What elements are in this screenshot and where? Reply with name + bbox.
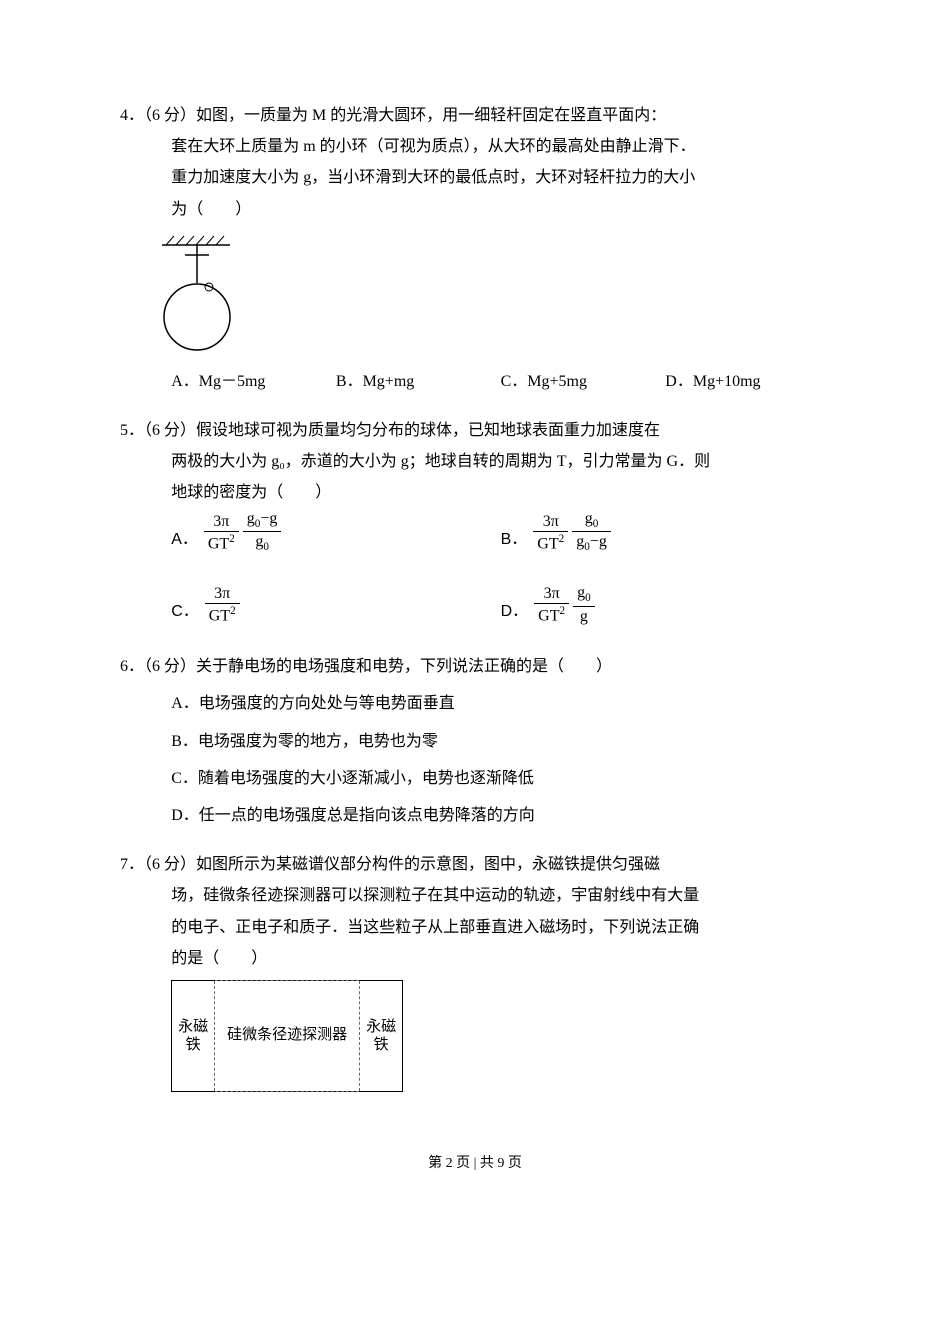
q5-C-den-sup: 2 [230,605,236,617]
q4-choice-C: C．Mg+5mg [501,366,666,397]
q4-stem-line3: 重力加速度大小为 g，当小环滑到大环的最低点时，大环对轻杆拉力的大小 [120,162,830,193]
q6-stem-text: 关于静电场的电场强度和电势，下列说法正确的是（ ） [196,658,612,675]
q5-D-num2-s: 0 [585,592,591,604]
left-magnet-label: 永磁铁 [172,981,214,1091]
q5-stem-line1: 5．（6 分）假设地球可视为质量均匀分布的球体，已知地球表面重力加速度在 [120,415,830,446]
q6-choice-A: A．电场强度的方向处处与等电势面垂直 [171,688,830,719]
q5-text1: 假设地球可视为质量均匀分布的球体，已知地球表面重力加速度在 [196,422,660,439]
q4-text1: 如图，一质量为 M 的光滑大圆环，用一细轻杆固定在竖直平面内： [196,107,666,124]
q5-A-den1-sup: 2 [229,533,235,545]
q5-D-frac1: 3π GT2 [534,584,569,627]
q5-B-den2: g0−g [572,532,611,555]
q6-choice-B: B．电场强度为零的地方，电势也为零 [171,726,830,757]
q5-B-num2-s: 0 [593,518,599,530]
q4-number: 4． [120,107,144,124]
question-4: 4．（6 分）如图，一质量为 M 的光滑大圆环，用一细轻杆固定在竖直平面内： 套… [120,100,830,397]
q5-A-frac2: g0−g g0 [243,509,282,555]
q5-D-den1-t: GT [538,608,559,625]
q5-C-num: 3π [205,584,240,604]
q5-B-den2-g: g [576,533,584,550]
footer-prefix: 第 [428,1156,446,1171]
q5-D-num1: 3π [534,584,569,604]
q4-choice-D: D．Mg+10mg [665,366,830,397]
q5-A-num2: g0−g [243,509,282,533]
q6-choice-C: C．随着电场强度的大小逐渐减小，电势也逐渐降低 [171,763,830,794]
q5-D-den2: g [573,607,595,628]
q5-A-den2-s: 0 [263,541,269,553]
q5-B-den1-sup: 2 [559,533,565,545]
q7-number: 7． [120,856,144,873]
q4-stem-line1: 4．（6 分）如图，一质量为 M 的光滑大圆环，用一细轻杆固定在竖直平面内： [120,100,830,131]
page-footer: 第 2 页 | 共 9 页 [120,1152,830,1172]
q5-B-frac1: 3π GT2 [533,512,568,555]
q5-C-label: C． [171,596,199,627]
q5-choice-C: C． 3π GT2 [171,583,500,627]
q5-D-num2: g0 [573,583,595,607]
q5-A-num2-g: g [247,510,255,527]
q5-A-num2-suf: −g [260,510,277,527]
q5-B-label: B． [501,524,528,555]
q4-stem-line4: 为（ ） [120,194,830,225]
q4-choice-A: A．Mg－5mg [171,366,336,397]
q5-B-den1-t: GT [537,535,558,552]
q5-A-frac1: 3π GT2 [204,512,239,555]
q5-A-den1-t: GT [208,535,229,552]
detector-label: 硅微条径迹探测器 [214,981,360,1091]
q6-number: 6． [120,658,144,675]
q5-number: 5． [120,422,144,439]
q5-A-label: A． [171,524,198,555]
q5-stem-line3: 地球的密度为（ ） [120,477,830,508]
q5-D-label: D． [501,596,529,627]
q5-D-den1-sup: 2 [559,605,565,617]
q7-stem-line4: 的是（ ） [120,943,830,974]
q5-A-num1: 3π [204,512,239,532]
q7-text1: 如图所示为某磁谱仪部分构件的示意图，图中，永磁铁提供匀强磁 [196,856,660,873]
footer-page: 2 [446,1156,453,1171]
q5-A-den1: GT2 [204,532,239,555]
q5-points: （6 分） [144,422,196,439]
q7-points: （6 分） [144,856,196,873]
exam-page: 4．（6 分）如图，一质量为 M 的光滑大圆环，用一细轻杆固定在竖直平面内： 套… [60,0,890,1212]
q7-stem-line3: 的电子、正电子和质子．当这些粒子从上部垂直进入磁场时，下列说法正确 [120,912,830,943]
spectrometer-diagram: 永磁铁 硅微条径迹探测器 永磁铁 [171,980,403,1092]
q5-stem-line2: 两极的大小为 g₀，赤道的大小为 g；地球自转的周期为 T，引力常量为 G．则 [120,446,830,477]
q5-C-den: GT2 [205,604,240,627]
q6-points: （6 分） [144,658,196,675]
q4-choices: A．Mg－5mg B．Mg+mg C．Mg+5mg D．Mg+10mg [120,366,830,397]
q5-D-num2-g: g [577,584,585,601]
question-7: 7．（6 分）如图所示为某磁谱仪部分构件的示意图，图中，永磁铁提供匀强磁 场，硅… [120,849,830,1092]
q7-stem-line2: 场，硅微条径迹探测器可以探测粒子在其中运动的轨迹，宇宙射线中有大量 [120,880,830,911]
q5-choice-B: B． 3π GT2 g0 g0−g [501,509,830,555]
q4-points: （6 分） [144,107,196,124]
right-magnet-label: 永磁铁 [360,981,402,1091]
q4-figure [152,231,830,356]
footer-suffix: 页 [504,1156,522,1171]
question-5: 5．（6 分）假设地球可视为质量均匀分布的球体，已知地球表面重力加速度在 两极的… [120,415,830,627]
q5-B-num1: 3π [533,512,568,532]
q5-D-den1: GT2 [534,604,569,627]
q7-stem-line1: 7．（6 分）如图所示为某磁谱仪部分构件的示意图，图中，永磁铁提供匀强磁 [120,849,830,880]
q4-choice-B: B．Mg+mg [336,366,501,397]
ring-diagram-icon [152,231,252,356]
q5-B-num2: g0 [572,509,611,533]
footer-mid: 页 | 共 [453,1156,498,1171]
q5-B-den2-suf: −g [590,533,607,550]
q5-choice-A: A． 3π GT2 g0−g g0 [171,509,500,555]
q6-choice-D: D．任一点的电场强度总是指向该点电势降落的方向 [171,800,830,831]
q6-choices: A．电场强度的方向处处与等电势面垂直 B．电场强度为零的地方，电势也为零 C．随… [120,688,830,831]
q5-choice-D: D． 3π GT2 g0 g [501,583,830,627]
q5-B-num2-g: g [585,510,593,527]
q6-stem: 6．（6 分）关于静电场的电场强度和电势，下列说法正确的是（ ） [120,651,830,682]
question-6: 6．（6 分）关于静电场的电场强度和电势，下列说法正确的是（ ） A．电场强度的… [120,651,830,831]
q5-D-frac2: g0 g [573,583,595,627]
q4-stem-line2: 套在大环上质量为 m 的小环（可视为质点），从大环的最高处由静止滑下． [120,131,830,162]
q5-C-frac: 3π GT2 [205,584,240,627]
q5-A-den2: g0 [243,532,282,555]
q7-figure: 永磁铁 硅微条径迹探测器 永磁铁 [171,980,830,1092]
q5-B-frac2: g0 g0−g [572,509,611,555]
q5-B-den1: GT2 [533,532,568,555]
q5-choices: A． 3π GT2 g0−g g0 B． 3π GT2 g0 [120,509,830,628]
q5-C-den-t: GT [209,608,230,625]
